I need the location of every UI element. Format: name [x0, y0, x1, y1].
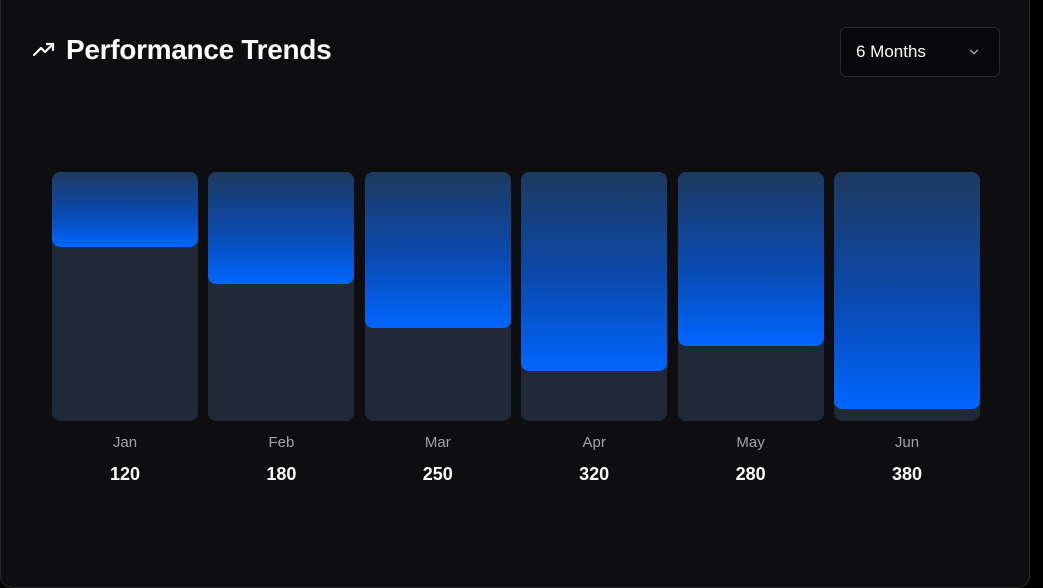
bar[interactable] — [52, 172, 198, 247]
chevron-down-icon — [967, 45, 981, 59]
trending-up-icon — [32, 38, 56, 62]
bar-column-mar: Mar 250 — [365, 172, 511, 502]
bar-track — [834, 172, 980, 421]
bar-column-apr: Apr 320 — [521, 172, 667, 502]
value-label: 320 — [521, 464, 667, 485]
bar-track — [208, 172, 354, 421]
category-label: May — [678, 434, 824, 451]
bar-chart: Jan 120 Feb 180 Mar 250 Apr 320 May 280 Jun 380 — [52, 172, 980, 502]
page-title: Performance Trends — [66, 34, 331, 66]
category-label: Mar — [365, 434, 511, 451]
value-label: 280 — [678, 464, 824, 485]
bar-column-jan: Jan 120 — [52, 172, 198, 502]
time-range-value: 6 Months — [856, 42, 926, 62]
category-label: Apr — [521, 434, 667, 451]
bar[interactable] — [834, 172, 980, 409]
bar[interactable] — [521, 172, 667, 371]
category-label: Jun — [834, 434, 980, 451]
value-label: 250 — [365, 464, 511, 485]
time-range-select[interactable]: 6 Months — [840, 27, 1000, 77]
bar-column-may: May 280 — [678, 172, 824, 502]
bar-column-jun: Jun 380 — [834, 172, 980, 502]
bar-track — [52, 172, 198, 421]
value-label: 120 — [52, 464, 198, 485]
bar[interactable] — [365, 172, 511, 328]
category-label: Jan — [52, 434, 198, 451]
card-header: Performance Trends — [32, 34, 331, 66]
value-label: 180 — [208, 464, 354, 485]
bar-column-feb: Feb 180 — [208, 172, 354, 502]
bar[interactable] — [678, 172, 824, 346]
bar-track — [365, 172, 511, 421]
bar-track — [521, 172, 667, 421]
category-label: Feb — [208, 434, 354, 451]
value-label: 380 — [834, 464, 980, 485]
bar[interactable] — [208, 172, 354, 284]
bar-track — [678, 172, 824, 421]
